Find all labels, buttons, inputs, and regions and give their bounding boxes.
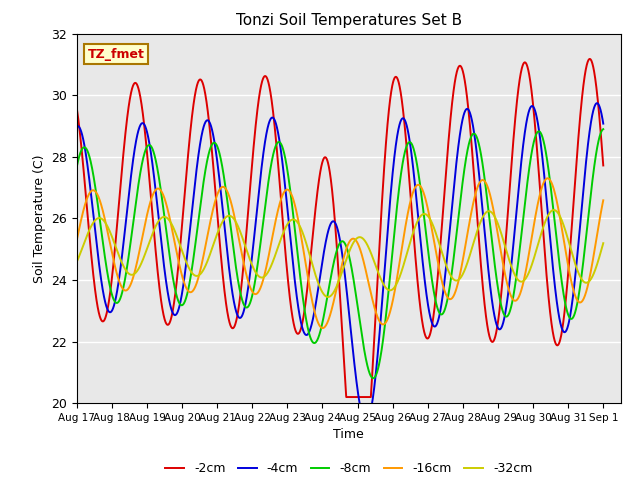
-16cm xyxy=(298,236,305,241)
-16cm xyxy=(589,255,597,261)
-4cm xyxy=(593,100,601,106)
Line: -32cm: -32cm xyxy=(77,210,604,297)
-8cm xyxy=(589,172,597,178)
-8cm xyxy=(133,192,141,198)
Line: -4cm: -4cm xyxy=(77,103,604,423)
Legend: -2cm, -4cm, -8cm, -16cm, -32cm: -2cm, -4cm, -8cm, -16cm, -32cm xyxy=(160,457,538,480)
X-axis label: Time: Time xyxy=(333,429,364,442)
Title: Tonzi Soil Temperatures Set B: Tonzi Soil Temperatures Set B xyxy=(236,13,462,28)
-4cm xyxy=(589,108,597,114)
-32cm xyxy=(73,259,81,264)
-8cm xyxy=(369,375,377,381)
-4cm xyxy=(600,121,607,127)
-2cm xyxy=(586,56,593,62)
-4cm xyxy=(275,133,282,139)
-32cm xyxy=(133,268,141,274)
-2cm xyxy=(73,106,81,111)
-32cm xyxy=(164,216,172,222)
-16cm xyxy=(600,197,607,203)
-4cm xyxy=(298,322,305,327)
-4cm xyxy=(362,420,370,426)
-32cm xyxy=(532,247,540,253)
Line: -8cm: -8cm xyxy=(77,129,604,378)
-8cm xyxy=(73,164,81,169)
-32cm xyxy=(589,272,597,277)
-8cm xyxy=(164,242,172,248)
-4cm xyxy=(164,291,172,297)
-16cm xyxy=(532,208,540,214)
Y-axis label: Soil Temperature (C): Soil Temperature (C) xyxy=(33,154,45,283)
-2cm xyxy=(600,163,607,168)
-2cm xyxy=(164,322,172,328)
-2cm xyxy=(298,324,305,329)
-8cm xyxy=(532,131,540,137)
-8cm xyxy=(298,285,305,290)
-2cm xyxy=(589,64,597,70)
-2cm xyxy=(133,82,141,87)
-8cm xyxy=(275,139,282,145)
-32cm xyxy=(600,240,607,246)
-32cm xyxy=(298,227,305,233)
-2cm xyxy=(342,394,350,400)
-4cm xyxy=(73,123,81,129)
-8cm xyxy=(600,126,607,132)
-4cm xyxy=(532,113,540,119)
-2cm xyxy=(532,139,540,144)
-16cm xyxy=(133,260,141,266)
-16cm xyxy=(319,325,326,331)
-16cm xyxy=(275,204,282,210)
-16cm xyxy=(73,237,81,243)
-32cm xyxy=(550,207,557,213)
-16cm xyxy=(164,208,172,214)
Line: -16cm: -16cm xyxy=(77,178,604,328)
Line: -2cm: -2cm xyxy=(77,59,604,397)
-2cm xyxy=(275,168,282,174)
-4cm xyxy=(133,134,141,140)
Text: TZ_fmet: TZ_fmet xyxy=(88,48,145,60)
-32cm xyxy=(275,242,282,248)
-32cm xyxy=(324,294,332,300)
-16cm xyxy=(544,175,552,181)
